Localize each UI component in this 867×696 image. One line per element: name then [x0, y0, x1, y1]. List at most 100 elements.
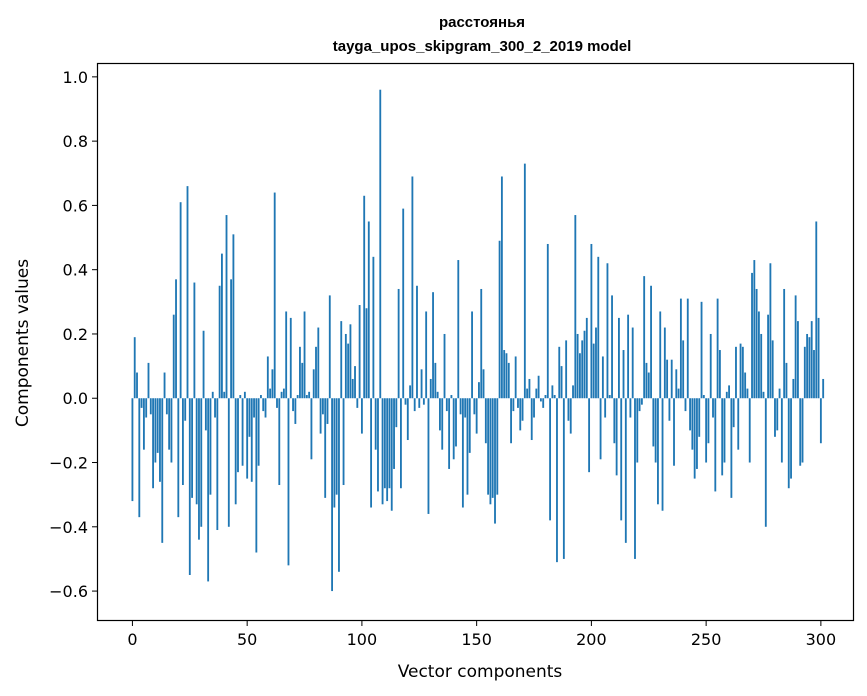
bar-126 [420, 369, 423, 399]
bar-287 [790, 398, 792, 479]
bar-98 [356, 398, 359, 408]
bar-40 [223, 391, 226, 399]
plot-area-frame [96, 62, 855, 622]
bar-207 [606, 263, 609, 399]
bar-23 [184, 398, 187, 421]
bar-253 [712, 398, 714, 418]
bar-64 [278, 398, 281, 486]
bar-139 [450, 395, 453, 399]
bar-102 [365, 308, 368, 399]
bar-263 [735, 346, 737, 399]
bar-294 [806, 333, 809, 399]
bar-224 [645, 362, 648, 399]
bar-245 [693, 398, 696, 479]
bar-57 [262, 398, 265, 412]
bar-35 [211, 391, 214, 399]
x-tick-label: 150 [461, 630, 492, 649]
bar-193 [574, 215, 577, 399]
bar-15 [165, 398, 168, 415]
bar-29 [198, 398, 200, 540]
bar-60 [269, 388, 272, 399]
bar-19 [175, 279, 177, 399]
bar-72 [296, 395, 299, 399]
bar-56 [260, 395, 262, 399]
bar-256 [718, 350, 721, 399]
bar-31 [202, 330, 205, 399]
bar-264 [737, 398, 740, 450]
bar-11 [156, 398, 159, 453]
bar-154 [484, 398, 487, 444]
bar-258 [723, 398, 726, 463]
bar-167 [514, 356, 517, 399]
bar-86 [328, 295, 331, 399]
bar-293 [803, 346, 806, 399]
bar-113 [390, 398, 393, 511]
bar-99 [358, 305, 361, 399]
bar-174 [530, 398, 533, 441]
bar-172 [526, 388, 529, 399]
bar-20 [177, 398, 180, 518]
bar-33 [207, 398, 210, 582]
bar-158 [494, 398, 496, 524]
bar-88 [333, 398, 336, 508]
bar-169 [519, 398, 522, 431]
bar-78 [310, 398, 313, 460]
bar-216 [627, 314, 630, 399]
bar-237 [675, 369, 678, 399]
y-tick-label: 1.0 [63, 68, 88, 87]
bar-261 [730, 398, 733, 498]
bar-100 [360, 398, 363, 434]
bar-163 [505, 353, 508, 399]
bar-196 [581, 340, 584, 399]
y-axis-label: Components values [13, 259, 33, 427]
bar-243 [689, 398, 691, 431]
bar-62 [273, 192, 276, 399]
bar-160 [498, 240, 501, 399]
bar-267 [744, 372, 747, 399]
bar-52 [250, 398, 253, 482]
bar-192 [572, 385, 574, 399]
y-tick-label: −0.2 [49, 454, 88, 473]
bar-202 [595, 327, 597, 399]
bar-213 [620, 398, 623, 521]
bar-286 [787, 398, 790, 489]
bar-222 [640, 398, 643, 405]
bar-136 [443, 333, 446, 399]
bar-233 [666, 359, 669, 399]
bar-299 [817, 317, 820, 399]
bar-270 [751, 272, 753, 399]
bar-290 [797, 321, 799, 399]
bar-129 [427, 398, 430, 514]
bar-134 [439, 398, 441, 431]
bar-122 [411, 176, 414, 399]
bar-206 [604, 398, 607, 418]
bar-205 [601, 356, 604, 399]
x-axis-ticks: 0 50 100 150 200 250 300 [127, 620, 836, 649]
bar-251 [707, 398, 710, 444]
bar-135 [441, 398, 444, 450]
bar-101 [363, 195, 366, 399]
bar-277 [767, 314, 770, 399]
bar-186 [558, 346, 561, 399]
bar-201 [592, 343, 595, 399]
bar-291 [799, 398, 802, 466]
bar-14 [163, 372, 166, 399]
bar-118 [402, 208, 405, 399]
bar-41 [225, 215, 228, 399]
bar-4 [140, 398, 143, 408]
bar-58 [264, 398, 267, 418]
bar-247 [698, 398, 701, 437]
bar-137 [445, 398, 448, 412]
bar-266 [741, 346, 744, 399]
bar-260 [728, 385, 730, 399]
x-tick-label: 100 [347, 630, 378, 649]
bar-18 [172, 314, 175, 399]
bar-84 [324, 398, 327, 498]
chart-title: расстоянья [439, 14, 525, 31]
bar-168 [517, 398, 519, 408]
bar-133 [436, 391, 439, 399]
bar-87 [331, 398, 333, 592]
bar-109 [381, 398, 384, 505]
bar-181 [546, 243, 549, 399]
bar-298 [815, 221, 818, 399]
